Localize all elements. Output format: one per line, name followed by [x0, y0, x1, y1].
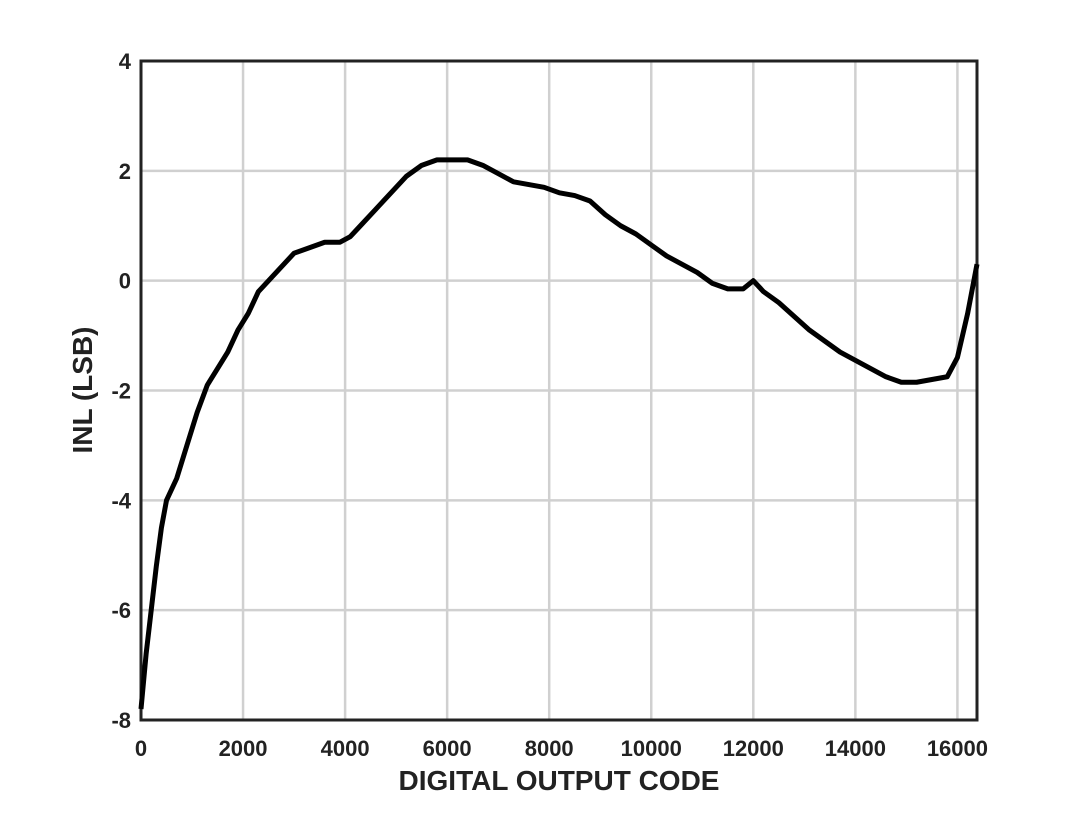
x-tick-label: 2000	[219, 736, 268, 761]
plot-frame	[139, 59, 979, 722]
x-tick-label: 16000	[927, 736, 988, 761]
y-tick-label: 2	[119, 159, 131, 184]
y-axis-label: INL (LSB)	[67, 326, 98, 453]
y-tick-label: -4	[111, 488, 131, 513]
y-tick-label: -2	[111, 379, 131, 404]
x-tick-label: 12000	[723, 736, 784, 761]
y-tick-label: -6	[111, 598, 131, 623]
y-tick-label: -8	[111, 708, 131, 733]
x-tick-label: 4000	[321, 736, 370, 761]
data-line	[138, 157, 980, 710]
x-axis-label: DIGITAL OUTPUT CODE	[399, 765, 720, 796]
y-tick-label: 4	[119, 49, 132, 74]
y-tick-label: 0	[119, 269, 131, 294]
x-tick-label: 0	[135, 736, 147, 761]
x-tick-label: 10000	[621, 736, 682, 761]
x-tick-label: 6000	[423, 736, 472, 761]
x-tick-label: 8000	[525, 736, 574, 761]
x-tick-label: 14000	[825, 736, 886, 761]
